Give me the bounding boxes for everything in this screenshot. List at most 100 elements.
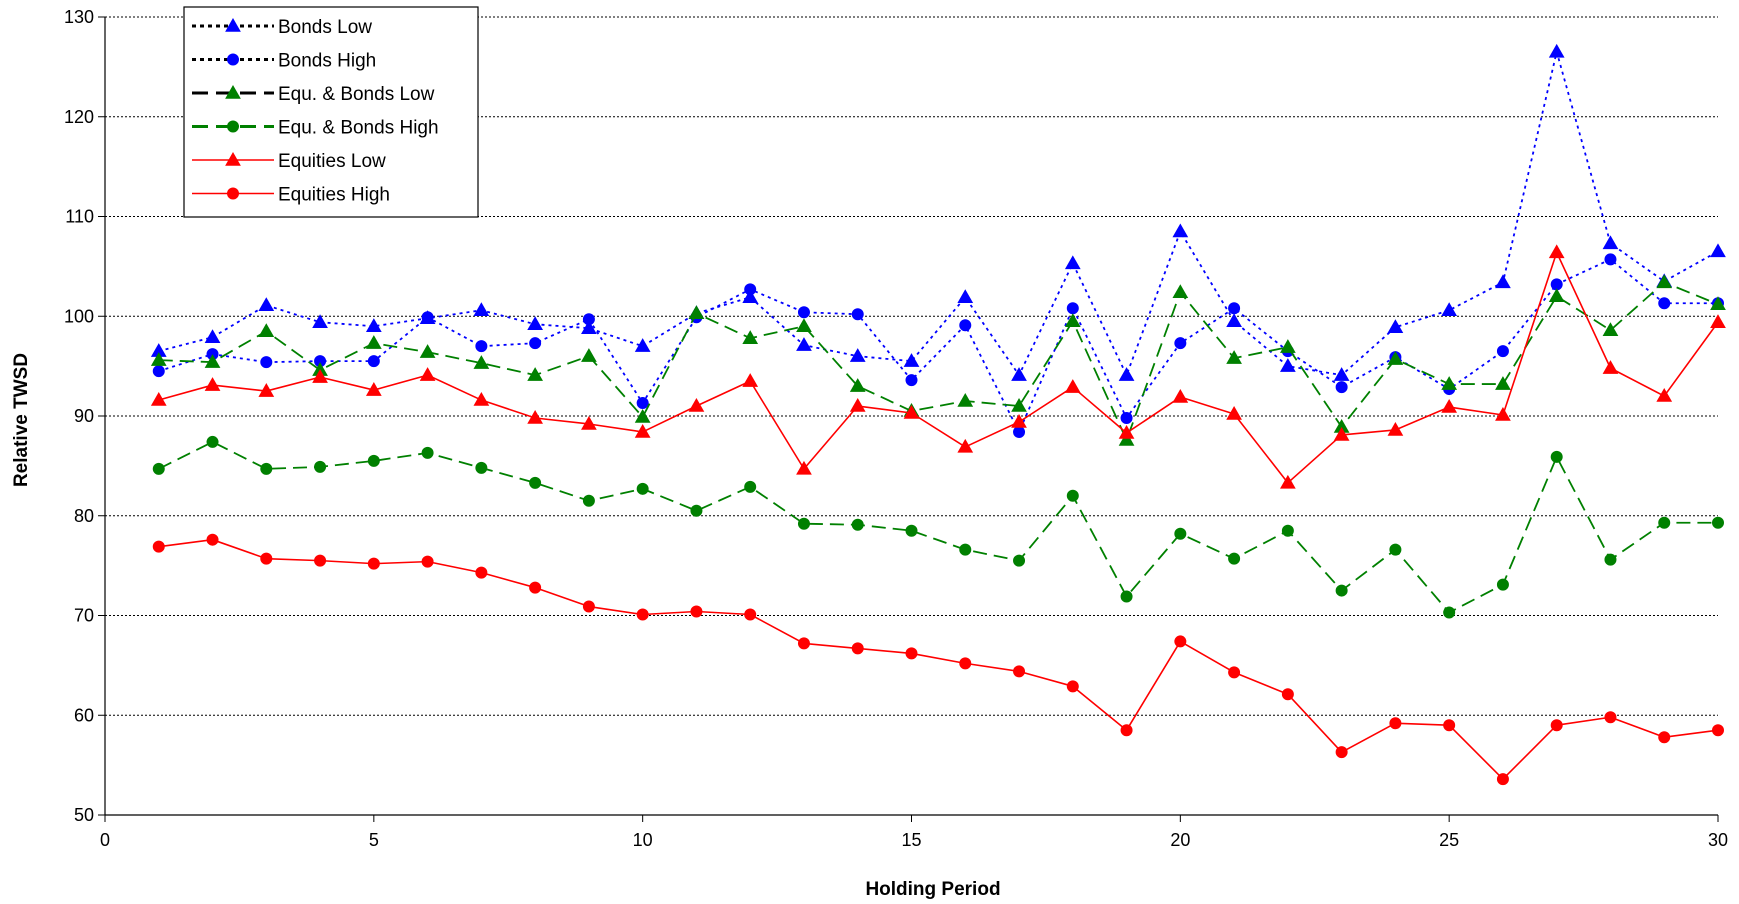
data-point bbox=[905, 647, 918, 660]
data-point bbox=[1658, 731, 1671, 744]
data-point bbox=[1496, 773, 1509, 786]
data-point bbox=[1602, 322, 1619, 336]
data-point bbox=[1656, 274, 1673, 289]
data-point bbox=[1172, 389, 1189, 403]
data-point bbox=[1658, 297, 1671, 310]
series-line bbox=[158, 51, 1719, 377]
data-point bbox=[258, 297, 275, 312]
data-point bbox=[744, 283, 757, 296]
data-point bbox=[1710, 314, 1726, 328]
data-point bbox=[529, 337, 542, 350]
data-point bbox=[636, 608, 649, 621]
data-point bbox=[1604, 253, 1617, 266]
data-point bbox=[527, 409, 543, 424]
data-point bbox=[1280, 474, 1296, 489]
data-point bbox=[1495, 406, 1511, 421]
data-point bbox=[1226, 405, 1242, 420]
data-point bbox=[796, 318, 812, 332]
data-point bbox=[419, 344, 436, 358]
data-point bbox=[1064, 379, 1081, 393]
series-equities-high bbox=[152, 533, 1724, 786]
data-point bbox=[744, 480, 757, 493]
data-point bbox=[903, 404, 920, 419]
y-tick-label: 120 bbox=[64, 107, 94, 127]
data-point bbox=[1550, 278, 1563, 291]
data-point bbox=[688, 398, 705, 412]
data-point bbox=[527, 367, 543, 381]
legend-label: Equ. & Bonds Low bbox=[278, 84, 435, 105]
legend-item: Bonds High bbox=[192, 51, 376, 72]
data-point bbox=[634, 338, 651, 352]
data-point bbox=[312, 314, 328, 328]
data-point bbox=[851, 308, 864, 321]
data-point bbox=[742, 330, 759, 344]
legend-item: Equities High bbox=[192, 185, 390, 206]
series-equities-low bbox=[150, 244, 1726, 489]
data-point bbox=[1496, 578, 1509, 591]
data-point bbox=[1441, 302, 1458, 317]
x-tick-label: 30 bbox=[1708, 830, 1728, 850]
legend-item: Equities Low bbox=[192, 151, 386, 172]
data-point bbox=[1172, 284, 1189, 299]
data-point bbox=[527, 316, 543, 330]
data-point bbox=[1118, 367, 1135, 381]
y-tick-label: 60 bbox=[74, 705, 94, 725]
data-point bbox=[1495, 376, 1511, 390]
data-point bbox=[1387, 421, 1404, 436]
data-point bbox=[421, 311, 434, 324]
legend-marker bbox=[227, 53, 239, 66]
data-point bbox=[473, 392, 490, 406]
data-point bbox=[1710, 296, 1726, 311]
data-point bbox=[475, 461, 488, 474]
series-line bbox=[158, 251, 1719, 484]
data-point bbox=[204, 377, 221, 391]
data-point bbox=[204, 329, 221, 343]
data-point bbox=[742, 289, 759, 304]
data-point bbox=[959, 319, 972, 332]
data-point bbox=[367, 454, 380, 467]
y-tick-label: 110 bbox=[65, 207, 94, 227]
data-point bbox=[582, 313, 595, 326]
legend-marker bbox=[225, 151, 241, 166]
data-point bbox=[1333, 426, 1350, 441]
x-tick-label: 15 bbox=[901, 830, 921, 850]
data-point bbox=[367, 557, 380, 570]
data-point bbox=[1174, 337, 1187, 350]
data-point bbox=[1011, 398, 1027, 412]
data-point bbox=[312, 369, 328, 383]
x-tick-label: 20 bbox=[1170, 830, 1190, 850]
data-point bbox=[1496, 345, 1509, 358]
data-point bbox=[1548, 43, 1565, 58]
data-point bbox=[1443, 719, 1456, 732]
data-point bbox=[1550, 719, 1563, 732]
data-point bbox=[152, 365, 165, 378]
legend-label: Equ. & Bonds High bbox=[278, 118, 439, 139]
data-point bbox=[1280, 358, 1296, 372]
data-point bbox=[1387, 351, 1404, 365]
data-point bbox=[260, 552, 273, 565]
data-point bbox=[1281, 688, 1294, 701]
data-point bbox=[797, 517, 810, 530]
data-point bbox=[1066, 489, 1079, 502]
data-point bbox=[1226, 313, 1242, 327]
data-point bbox=[1011, 367, 1027, 381]
series-bonds-low bbox=[150, 43, 1726, 381]
x-tick-label: 5 bbox=[369, 830, 379, 850]
data-point bbox=[365, 382, 382, 396]
data-point bbox=[797, 637, 810, 650]
y-tick-label: 70 bbox=[74, 606, 94, 626]
data-point bbox=[582, 494, 595, 507]
data-point bbox=[1710, 243, 1726, 258]
data-point bbox=[1280, 339, 1296, 353]
data-point bbox=[529, 476, 542, 489]
data-point bbox=[206, 435, 219, 448]
data-point bbox=[260, 462, 273, 475]
data-point bbox=[473, 302, 490, 317]
data-point bbox=[1064, 255, 1081, 270]
y-tick-label: 130 bbox=[64, 7, 94, 27]
data-point bbox=[1120, 590, 1133, 603]
data-point bbox=[903, 353, 920, 367]
data-point bbox=[1120, 411, 1133, 424]
y-tick-label: 50 bbox=[74, 805, 94, 825]
data-point bbox=[1602, 235, 1619, 250]
